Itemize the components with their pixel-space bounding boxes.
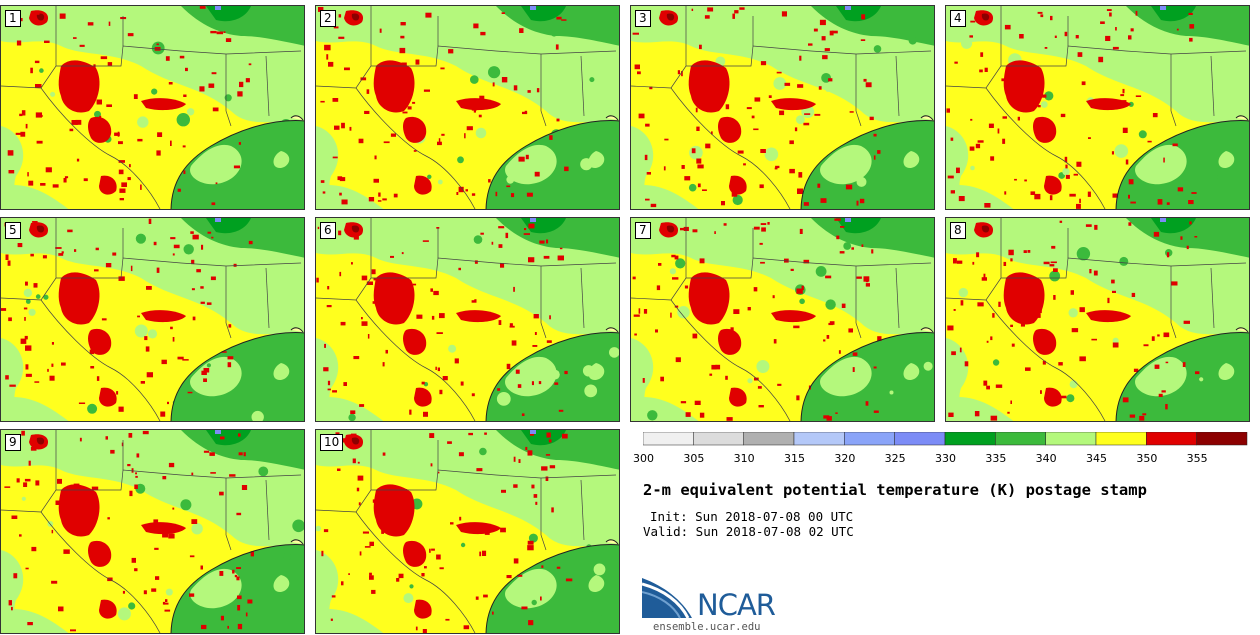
site-url: ensemble.ucar.edu [653, 621, 761, 633]
colorbar-segment [1045, 432, 1097, 446]
panel-label: 5 [5, 222, 21, 239]
ncar-logo-text: NCAR [697, 588, 776, 622]
colorbar-tick-label: 330 [935, 452, 956, 465]
colorbar-segment [1095, 432, 1147, 446]
valid-time: Valid: Sun 2018-07-08 02 UTC [643, 524, 854, 539]
colorbar-tick-label: 315 [784, 452, 805, 465]
map-panel-4: 4 [945, 5, 1250, 210]
panel-label: 9 [5, 434, 21, 451]
colorbar-tick-label: 355 [1186, 452, 1208, 465]
colorbar-tick-label: 340 [1035, 452, 1057, 465]
panel-label: 2 [320, 10, 336, 27]
colorbar-segment [844, 432, 895, 446]
panel-label: 1 [5, 10, 21, 27]
colorbar-segment [995, 432, 1046, 446]
colorbar-tick-label: 350 [1136, 452, 1158, 465]
panel-label: 7 [635, 222, 651, 239]
map-panel-9: 9 [0, 429, 305, 634]
map-panel-7: 7 [630, 217, 935, 422]
colorbar-tick-label: 345 [1086, 452, 1107, 465]
colorbar-tick-label: 300 [633, 452, 654, 465]
colorbar-tick-label: 320 [834, 452, 856, 465]
colorbar-tick-label: 335 [985, 452, 1007, 465]
map-panel-6: 6 [315, 217, 620, 422]
colorbar-segment [1146, 432, 1197, 446]
map-panel-3: 3 [630, 5, 935, 210]
colorbar-segment [743, 432, 795, 446]
panel-label: 8 [950, 222, 966, 239]
ncar-logo [642, 578, 692, 619]
init-time: Init: Sun 2018-07-08 00 UTC [650, 509, 854, 524]
panel-label: 10 [320, 434, 344, 451]
colorbar-tick-label: 310 [733, 452, 755, 465]
colorbar-segment [894, 432, 946, 446]
colorbar-segment [643, 432, 694, 446]
map-panel-1: 1 [0, 5, 305, 210]
colorbar-tick-label: 325 [884, 452, 906, 465]
colorbar-segment [1196, 432, 1248, 446]
map-panel-8: 8 [945, 217, 1250, 422]
panel-label: 3 [635, 10, 651, 27]
plot-title: 2-m equivalent potential temperature (K)… [643, 481, 1147, 499]
colorbar-tick-label: 305 [683, 452, 705, 465]
panel-label: 6 [320, 222, 336, 239]
map-panel-2: 2 [315, 5, 620, 210]
colorbar-segment [693, 432, 744, 446]
map-panel-5: 5 [0, 217, 305, 422]
colorbar [643, 432, 1248, 446]
colorbar-segment [944, 432, 996, 446]
map-panel-10: 10 [315, 429, 620, 634]
panel-label: 4 [950, 10, 966, 27]
colorbar-segment [793, 432, 845, 446]
